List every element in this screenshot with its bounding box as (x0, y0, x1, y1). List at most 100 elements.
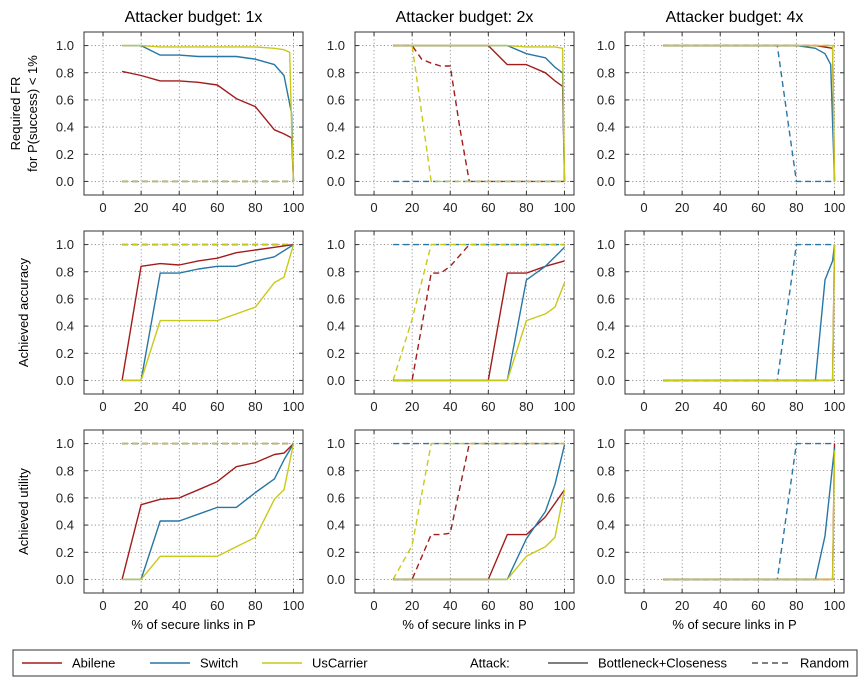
y-tick-label: 0.6 (56, 490, 74, 505)
series-line-abilene-solid (121, 443, 294, 580)
y-tick-label: 0.6 (56, 291, 74, 306)
x-axis-label: % of secure links in P (402, 617, 526, 632)
column-title: Attacker budget: 2x (396, 9, 534, 26)
x-tick-label: 100 (554, 399, 576, 414)
y-tick-label: 0.6 (327, 92, 345, 107)
y-tick-label: 0.4 (597, 319, 615, 334)
y-tick-label: 0.6 (56, 92, 74, 107)
y-tick-label: 0.4 (597, 120, 615, 135)
x-tick-label: 40 (713, 399, 727, 414)
plot-frame (354, 429, 575, 594)
y-tick-label: 0.0 (597, 572, 615, 587)
x-tick-label: 80 (519, 200, 533, 215)
plot-area (355, 231, 574, 394)
x-tick-label: 40 (443, 598, 457, 613)
x-tick-label: 40 (443, 399, 457, 414)
x-tick-label: 20 (134, 399, 148, 414)
series-line-uscarrier-solid (122, 44, 295, 182)
x-tick-label: 0 (640, 399, 647, 414)
series-line-abilene-solid (121, 70, 295, 182)
x-tick-label: 40 (172, 598, 186, 613)
y-tick-label: 0.0 (56, 373, 74, 388)
x-tick-label: 100 (283, 399, 305, 414)
series-line-switch-dashed (663, 442, 835, 581)
plot-area (625, 32, 844, 195)
panel-r2-c1: 0 20 40 60 80 100 0.0 0.2 0.4 0.6 0.8 1.0 % of secur… (327, 429, 576, 632)
x-tick-label: 60 (481, 200, 495, 215)
x-tick-label: 20 (405, 200, 419, 215)
plot-frame (624, 429, 845, 594)
plot-area (84, 231, 303, 394)
x-tick-label: 20 (134, 598, 148, 613)
y-tick-label: 0.0 (327, 572, 345, 587)
y-tick-label: 0.0 (56, 572, 74, 587)
series-line-uscarrier-dashed (392, 442, 565, 580)
y-tick-label: 0.4 (56, 319, 74, 334)
x-tick-label: 20 (675, 399, 689, 414)
x-tick-label: 100 (554, 598, 576, 613)
x-tick-label: 20 (405, 399, 419, 414)
series-line-uscarrier-solid (663, 450, 836, 581)
plot-area (84, 430, 303, 593)
x-tick-label: 60 (481, 399, 495, 414)
y-tick-label: 0.8 (56, 264, 74, 279)
series-line-switch-solid (122, 44, 295, 182)
y-tick-label: 0.2 (56, 147, 74, 162)
series-line-uscarrier-solid (393, 489, 566, 581)
x-tick-label: 0 (640, 200, 647, 215)
y-axis-label: Required FR (8, 77, 23, 151)
legend-box (12, 649, 858, 677)
x-tick-label: 0 (640, 598, 647, 613)
x-tick-label: 100 (824, 399, 846, 414)
x-tick-label: 0 (99, 200, 106, 215)
series-line-uscarrier-solid (122, 443, 295, 581)
panels: 0 20 40 60 80 100 0.0 0.2 0.4 0.6 0.8 1.0 0 20 40 60 80 1… (56, 31, 846, 632)
x-tick-label: 60 (210, 399, 224, 414)
column-title: Attacker budget: 1x (125, 9, 263, 26)
series-line-abilene-solid (121, 243, 294, 381)
x-tick-label: 80 (519, 399, 533, 414)
x-tick-label: 80 (519, 598, 533, 613)
series-line-abilene-dashed (393, 44, 565, 183)
x-tick-label: 100 (283, 200, 305, 215)
y-tick-label: 0.2 (597, 147, 615, 162)
y-axis-label: for P(success) < 1% (25, 55, 40, 172)
panel-r2-c2: 0 20 40 60 80 100 0.0 0.2 0.4 0.6 0.8 1.0 % of secur… (597, 429, 846, 632)
plot-frame (354, 230, 575, 395)
plot-area (84, 32, 303, 195)
panel-r2-c0: 0 20 40 60 80 100 0.0 0.2 0.4 0.6 0.8 1.0 % of secur… (56, 429, 304, 632)
x-tick-label: 80 (789, 399, 803, 414)
y-tick-label: 0.4 (327, 319, 345, 334)
y-tick-label: 0.6 (597, 291, 615, 306)
panel-r1-c0: 0 20 40 60 80 100 0.0 0.2 0.4 0.6 0.8 1.0 (56, 230, 305, 414)
x-tick-label: 40 (172, 399, 186, 414)
y-tick-label: 1.0 (56, 237, 74, 252)
y-tick-label: 0.4 (56, 120, 74, 135)
x-axis-label: % of secure links in P (672, 617, 796, 632)
legend-label: Random (800, 656, 849, 671)
x-tick-label: 0 (370, 200, 377, 215)
row-ylabels: Required FR for P(success) < 1% Achieved a… (8, 55, 40, 555)
x-tick-label: 80 (789, 200, 803, 215)
x-tick-label: 60 (751, 399, 765, 414)
series-line-switch-solid (122, 443, 295, 581)
x-tick-label: 60 (751, 200, 765, 215)
x-tick-label: 20 (405, 598, 419, 613)
y-tick-label: 0.2 (56, 346, 74, 361)
panel-r0-c0: 0 20 40 60 80 100 0.0 0.2 0.4 0.6 0.8 1.0 (56, 31, 305, 215)
y-tick-label: 0.2 (597, 346, 615, 361)
y-tick-label: 0.8 (597, 65, 615, 80)
x-tick-label: 80 (248, 200, 262, 215)
y-tick-label: 0.8 (597, 264, 615, 279)
series-line-switch-dashed (663, 243, 835, 382)
y-tick-label: 0.8 (597, 463, 615, 478)
plot-area (625, 430, 844, 593)
series-line-uscarrier-solid (393, 44, 566, 182)
y-tick-label: 1.0 (597, 38, 615, 53)
y-tick-label: 0.8 (327, 65, 345, 80)
series-line-uscarrier-solid (122, 244, 295, 382)
x-tick-label: 100 (554, 200, 576, 215)
y-tick-label: 0.8 (327, 463, 345, 478)
x-tick-label: 100 (824, 598, 846, 613)
series-line-uscarrier-solid (663, 44, 836, 182)
